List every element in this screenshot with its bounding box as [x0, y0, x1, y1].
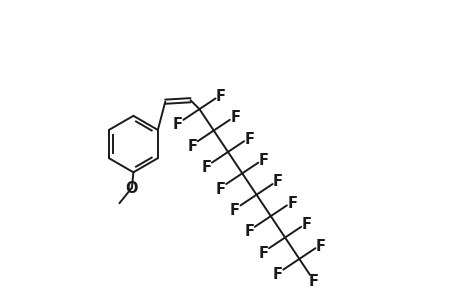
Text: F: F — [258, 246, 268, 261]
Text: F: F — [187, 139, 197, 154]
Text: F: F — [244, 224, 254, 239]
Text: F: F — [215, 182, 225, 197]
Text: F: F — [315, 238, 325, 253]
Text: F: F — [216, 89, 225, 104]
Text: F: F — [308, 274, 318, 290]
Text: F: F — [173, 118, 183, 133]
Text: F: F — [301, 217, 311, 232]
Text: F: F — [230, 203, 240, 218]
Text: O: O — [125, 181, 138, 196]
Text: F: F — [273, 174, 282, 189]
Text: F: F — [244, 132, 254, 147]
Text: F: F — [272, 267, 282, 282]
Text: F: F — [258, 153, 268, 168]
Text: F: F — [230, 110, 240, 125]
Text: F: F — [201, 160, 211, 175]
Text: F: F — [287, 196, 297, 211]
